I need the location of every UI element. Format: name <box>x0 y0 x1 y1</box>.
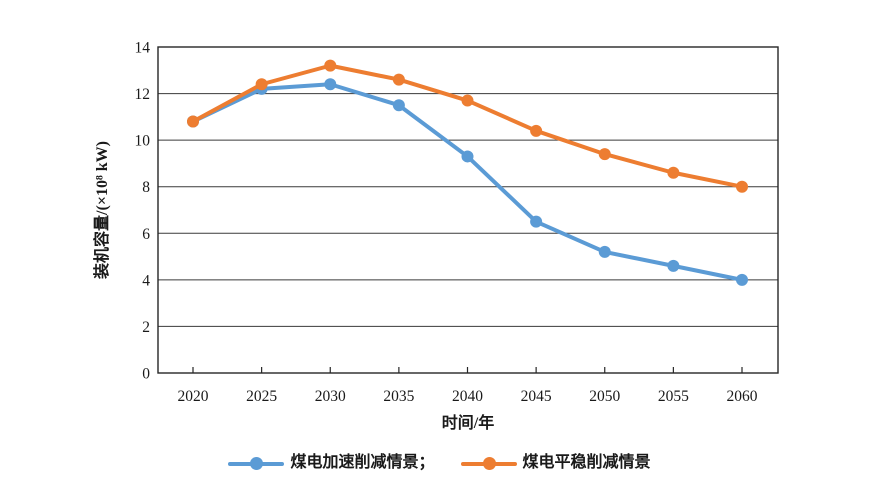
x-tick-label: 2030 <box>315 388 346 405</box>
data-point-1 <box>324 59 337 72</box>
y-axis-title: 装机容量/(×10⁸ kW) <box>92 141 111 280</box>
x-tick-label: 2060 <box>727 388 758 405</box>
data-point-1 <box>187 115 199 128</box>
legend-label: 煤电加速削减情景； <box>290 454 435 471</box>
series-line-1 <box>191 63 744 189</box>
y-tick-label: 2 <box>142 319 150 336</box>
legend-label: 煤电平稳削减情景 <box>522 454 651 471</box>
y-tick-label: 12 <box>135 86 151 103</box>
y-tick-label: 14 <box>135 40 151 57</box>
y-tick-label: 6 <box>142 226 150 243</box>
x-tick-label: 2045 <box>521 388 552 405</box>
data-point-1 <box>461 94 474 107</box>
y-tick-label: 10 <box>135 133 151 150</box>
legend-item-steady: 煤电平稳削减情景 <box>460 454 651 471</box>
legend-line-marker-icon <box>460 456 517 470</box>
x-axis-title: 时间/年 <box>442 413 494 432</box>
y-tick-label: 0 <box>142 366 150 383</box>
x-tick-label: 2040 <box>452 388 483 405</box>
y-tick-label: 8 <box>142 179 150 196</box>
data-point-0 <box>392 99 405 112</box>
data-point-1 <box>392 73 405 86</box>
legend-line-marker-icon <box>228 456 285 470</box>
legend-item-accelerated: 煤电加速削减情景； <box>228 454 435 471</box>
data-point-1 <box>255 78 268 91</box>
data-point-1 <box>736 180 748 193</box>
series-line-0 <box>191 82 744 282</box>
y-tick-label: 4 <box>142 272 150 289</box>
x-tick-label: 2020 <box>178 388 209 405</box>
x-tick-label: 2055 <box>658 388 689 405</box>
data-point-0 <box>530 215 543 228</box>
data-point-0 <box>736 273 748 286</box>
data-point-1 <box>530 124 543 137</box>
legend: 煤电加速削减情景； 煤电平稳削减情景 <box>0 448 879 478</box>
data-point-0 <box>598 245 611 258</box>
data-point-0 <box>324 78 337 91</box>
data-point-1 <box>667 166 680 179</box>
data-point-1 <box>598 148 611 161</box>
data-point-0 <box>461 150 474 163</box>
x-tick-label: 2025 <box>246 388 277 405</box>
x-tick-label: 2050 <box>589 388 620 405</box>
data-point-0 <box>667 259 680 272</box>
x-tick-label: 2035 <box>383 388 414 405</box>
